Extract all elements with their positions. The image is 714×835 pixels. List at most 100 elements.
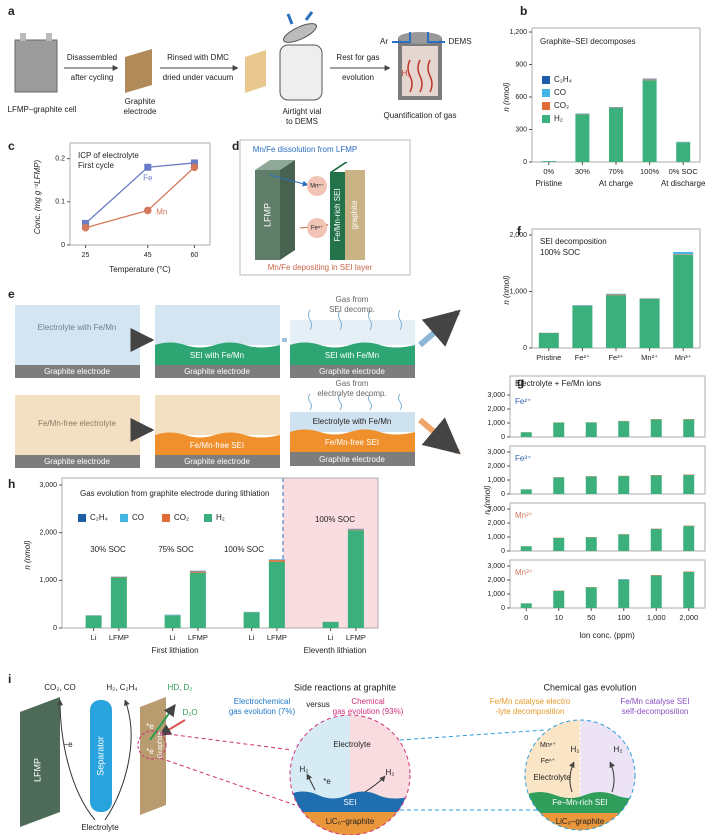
x-group-label: Pristine bbox=[535, 179, 562, 188]
shape bbox=[255, 170, 280, 260]
y-tick-label: 3,000 bbox=[487, 392, 505, 399]
bar-segment bbox=[575, 114, 590, 162]
label: Rest for gas bbox=[336, 53, 379, 62]
bar-segment bbox=[683, 419, 695, 437]
shape bbox=[290, 342, 415, 365]
bar-segment bbox=[520, 546, 532, 551]
y-tick-label: 2,000 bbox=[487, 406, 505, 413]
subplot-label: Mn²⁺ bbox=[515, 511, 533, 520]
label: Rinsed with DMC bbox=[167, 53, 229, 62]
shape bbox=[155, 432, 280, 455]
label: H₂ bbox=[571, 745, 580, 754]
shape bbox=[155, 305, 280, 345]
legend-label: H₂ bbox=[216, 513, 225, 522]
label: Feⁿ⁺ bbox=[541, 758, 556, 765]
x-group-label: First lithiation bbox=[151, 646, 198, 655]
label: Airtight vial bbox=[282, 107, 321, 116]
label: SEI with Fe/Mn bbox=[190, 351, 244, 360]
label: Electrolyte with Fe/Mn bbox=[38, 323, 117, 332]
y-tick-label: 0.2 bbox=[55, 155, 65, 162]
label: D₂O bbox=[182, 708, 197, 717]
label: Graphite electrode bbox=[44, 457, 110, 466]
shape bbox=[306, 773, 316, 791]
shape bbox=[14, 39, 58, 93]
label: Fe/Mn-free electrolyte bbox=[38, 419, 116, 428]
y-tick-label: 0 bbox=[523, 345, 527, 352]
y-tick-label: 0 bbox=[501, 605, 505, 612]
panel-label: d bbox=[232, 139, 239, 153]
label: H₂ bbox=[300, 765, 309, 774]
legend-label: H₂ bbox=[554, 114, 563, 123]
label: LFMP bbox=[262, 203, 272, 227]
label: Chemical gas evolution bbox=[543, 682, 636, 692]
x-tick-label: Mn²⁺ bbox=[641, 353, 658, 362]
panel-e-art bbox=[15, 305, 461, 468]
bar-segment bbox=[541, 161, 556, 162]
y-tick-label: 3,000 bbox=[39, 482, 57, 489]
label: *e bbox=[146, 747, 154, 756]
bar-segment bbox=[520, 489, 532, 494]
y-tick-label: 1,000 bbox=[487, 591, 505, 598]
series-label: Fe bbox=[143, 173, 153, 182]
label: LFMP bbox=[32, 758, 42, 782]
shape bbox=[307, 218, 327, 238]
chart-title: Graphite–SEI decomposes bbox=[540, 37, 636, 46]
label: Ar bbox=[380, 37, 388, 46]
bar-segment bbox=[618, 421, 630, 437]
x-tick-label: 2,000 bbox=[679, 613, 698, 622]
y-tick-label: 900 bbox=[515, 61, 527, 68]
shape bbox=[345, 170, 365, 260]
shape bbox=[149, 704, 176, 741]
bar-segment bbox=[683, 571, 695, 608]
panel-label: e bbox=[8, 287, 15, 301]
bar-segment bbox=[268, 561, 285, 628]
chart-title: Electrolyte + Fe/Mn ions bbox=[515, 379, 601, 388]
x-tick-label: 45 bbox=[144, 252, 152, 259]
bar-segment bbox=[585, 537, 597, 551]
marker bbox=[81, 223, 90, 232]
legend-swatch bbox=[162, 514, 170, 522]
y-tick-label: 2,000 bbox=[487, 520, 505, 527]
label: versus bbox=[306, 700, 330, 709]
panel-label: b bbox=[520, 4, 527, 18]
x-tick-label: 0% SOC bbox=[669, 167, 699, 176]
label: Electrolyte bbox=[333, 740, 371, 749]
legend-swatch bbox=[78, 514, 86, 522]
bar-segment bbox=[676, 142, 691, 162]
panel-label: c bbox=[8, 139, 15, 153]
label: H₂ bbox=[614, 745, 623, 754]
chart-subtitle: 100% SOC bbox=[540, 248, 580, 257]
label: Graphite electrode bbox=[184, 367, 250, 376]
bar-segment bbox=[618, 579, 630, 580]
label: Electrolyte bbox=[81, 823, 119, 832]
y-tick-label: 300 bbox=[515, 126, 527, 133]
marker bbox=[190, 163, 199, 172]
shape bbox=[245, 50, 266, 93]
bar-segment bbox=[553, 590, 565, 608]
shape bbox=[104, 699, 132, 821]
bar-segment bbox=[520, 432, 532, 437]
shape bbox=[286, 11, 314, 25]
legend-swatch bbox=[204, 514, 212, 522]
shape bbox=[155, 395, 280, 435]
bar-segment bbox=[85, 615, 102, 628]
legend-swatch bbox=[542, 89, 550, 97]
shape bbox=[159, 732, 293, 751]
label: Fe/Mn-free SEI bbox=[190, 441, 244, 450]
shape bbox=[280, 160, 295, 260]
label: Chemical bbox=[351, 697, 385, 706]
label: Electrolyte with Fe/Mn bbox=[313, 417, 392, 426]
bar-segment bbox=[347, 529, 364, 531]
bar-segment bbox=[642, 79, 657, 81]
shape bbox=[155, 365, 280, 378]
y-axis-label: n (nmol) bbox=[23, 540, 32, 570]
legend-label: C₂H₄ bbox=[554, 75, 572, 84]
x-tick-label: Fe³⁺ bbox=[608, 353, 623, 362]
x-tick-label: 1,000 bbox=[647, 613, 666, 622]
bar-segment bbox=[673, 254, 694, 348]
x-tick-label: 70% bbox=[608, 167, 623, 176]
y-axis-label: Conc. (mg g⁻¹LFMP) bbox=[33, 159, 42, 234]
bar-segment bbox=[650, 475, 662, 494]
bar-segment bbox=[322, 622, 339, 628]
